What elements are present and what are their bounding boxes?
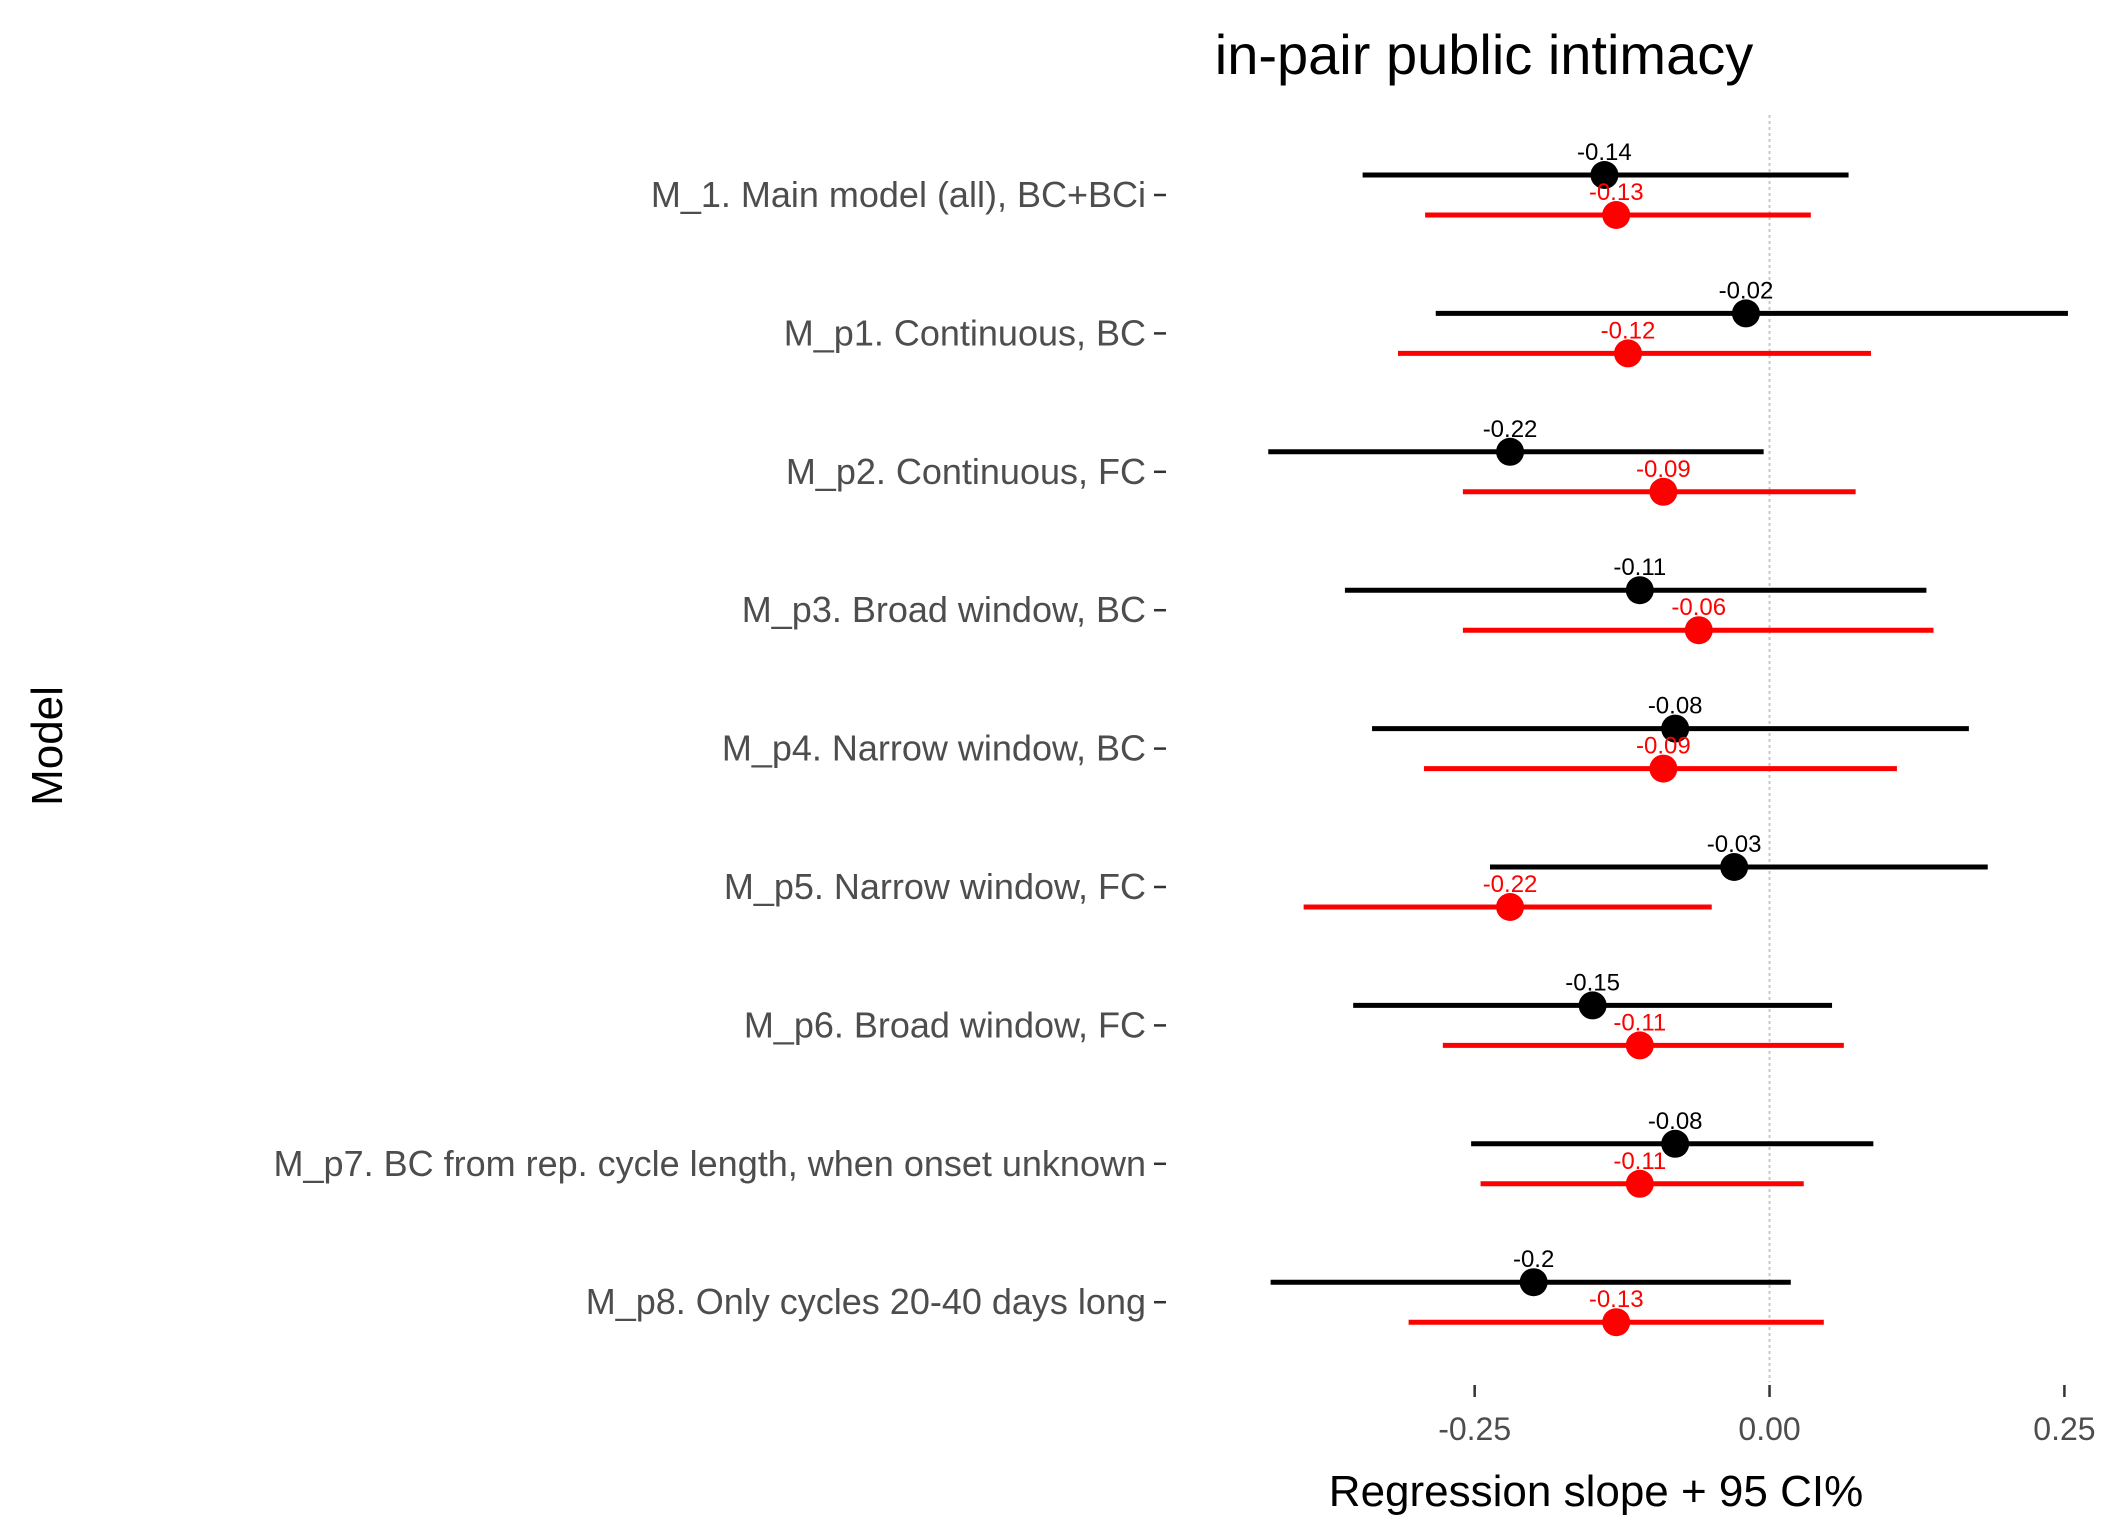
estimate-label: -0.06 (1671, 594, 1726, 621)
estimate-label: -0.11 (1613, 1148, 1666, 1175)
y-tick-label: M_1. Main model (all), BC+BCi (651, 174, 1146, 215)
y-axis-title: Model (23, 686, 72, 806)
estimate-label: -0.11 (1613, 1009, 1666, 1036)
y-tick-label: M_p1. Continuous, BC (784, 312, 1146, 353)
x-tick-label: 0.00 (1738, 1411, 1800, 1447)
estimate-point (1614, 339, 1642, 368)
estimate-label: -0.13 (1589, 1286, 1644, 1313)
estimate-label: -0.08 (1648, 693, 1703, 720)
estimate-label: -0.13 (1589, 179, 1644, 206)
estimate-label: -0.12 (1601, 317, 1656, 344)
estimate-point (1731, 299, 1760, 328)
estimate-point (1684, 616, 1713, 645)
estimate-point (1578, 991, 1607, 1020)
estimate-label: -0.22 (1483, 871, 1538, 898)
estimate-label: -0.2 (1513, 1246, 1554, 1273)
estimate-point (1496, 893, 1525, 921)
y-tick-label: M_p7. BC from rep. cycle length, when on… (274, 1143, 1146, 1184)
estimate-point (1602, 1308, 1631, 1337)
category-axis: M_1. Main model (all), BC+BCi M_p1. Conti… (274, 174, 1166, 1322)
y-tick-label: M_p4. Narrow window, BC (722, 728, 1146, 769)
x-tick-label: 0.25 (2033, 1411, 2095, 1447)
estimate-point (1519, 1268, 1548, 1297)
chart-title: in-pair public intimacy (1215, 23, 1753, 86)
estimate-point (1661, 1129, 1690, 1158)
estimate-label: -0.14 (1577, 139, 1632, 166)
estimate-label: -0.02 (1719, 277, 1774, 304)
estimate-label: -0.08 (1648, 1108, 1703, 1135)
y-tick-label: M_p2. Continuous, FC (786, 451, 1146, 492)
estimate-label: -0.15 (1565, 969, 1620, 996)
estimate-point (1496, 437, 1525, 466)
estimate-label: -0.09 (1636, 456, 1691, 483)
estimate-point (1661, 714, 1690, 743)
estimate-point (1625, 1031, 1654, 1060)
estimate-label: -0.09 (1636, 733, 1691, 760)
y-tick-label: M_p8. Only cycles 20-40 days long (586, 1281, 1146, 1322)
x-axis: -0.25 0.00 0.25 (1438, 1385, 2096, 1447)
series-layer: -0.14 -0.02 -0.22 -0.11 -0.08 -0.03 -0.15 -0.08… (1268, 139, 2068, 1337)
estimate-label: -0.11 (1613, 554, 1666, 581)
estimate-label: -0.22 (1483, 416, 1538, 443)
y-tick-label: M_p5. Narrow window, FC (724, 866, 1146, 907)
estimate-point (1602, 201, 1631, 229)
estimate-point (1649, 477, 1678, 506)
estimate-point (1720, 853, 1749, 881)
estimate-point (1649, 754, 1678, 783)
series-2: -0.13 -0.12 -0.09 -0.06 -0.09 -0.22 -0.11 -0.11… (1303, 179, 1934, 1337)
y-tick-label: M_p3. Broad window, BC (742, 589, 1146, 630)
estimate-point (1625, 1169, 1654, 1198)
y-tick-label: M_p6. Broad window, FC (744, 1004, 1146, 1045)
series-1: -0.14 -0.02 -0.22 -0.11 -0.08 -0.03 -0.15 -0.08… (1268, 139, 2068, 1297)
estimate-label: -0.03 (1707, 831, 1762, 858)
estimate-point (1625, 576, 1654, 605)
estimate-point (1590, 161, 1619, 189)
x-tick-label: -0.25 (1438, 1411, 1511, 1447)
x-axis-title: Regression slope + 95 CI% (1329, 1467, 1863, 1516)
